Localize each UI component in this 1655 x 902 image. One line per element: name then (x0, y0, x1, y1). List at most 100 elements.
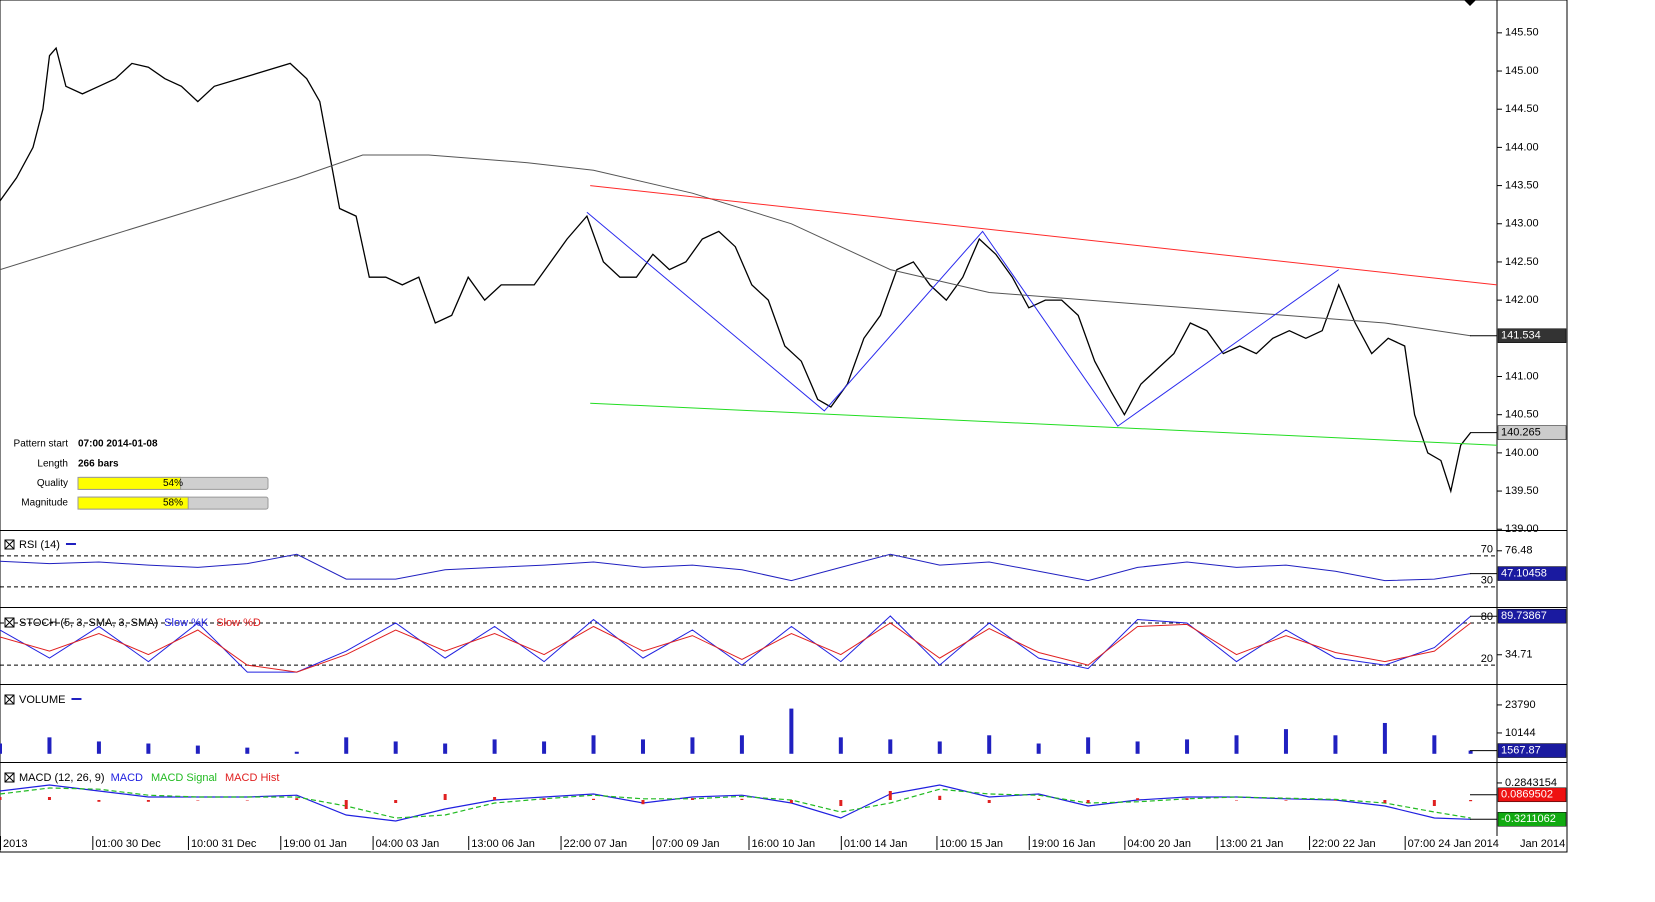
y-tick-label: 143.00 (1505, 218, 1539, 230)
hist-bar (839, 800, 843, 806)
y-tick-label: 10144 (1505, 727, 1536, 739)
x-tick-label: 04:00 20 Jan (1127, 838, 1191, 850)
hist-bar (1185, 798, 1189, 800)
x-tick-label: 2013 (3, 838, 27, 850)
level-label: 20 (1481, 653, 1493, 665)
hist-bar (542, 798, 546, 800)
x-tick-label: 16:00 10 Jan (752, 838, 816, 850)
y-tick-label: 144.00 (1505, 141, 1539, 153)
value-tag (1497, 743, 1567, 758)
panel-checkbox-x (4, 772, 15, 783)
value-tag-label: 89.73867 (1501, 610, 1547, 622)
series-line (0, 787, 1471, 819)
volume-bar (987, 735, 992, 754)
volume-bar (146, 743, 151, 754)
info-bar-label: 54% (163, 478, 183, 489)
panel-checkbox-x (4, 694, 15, 705)
level-label: 80 (1481, 611, 1493, 623)
legend-entry: Slow %D (216, 617, 261, 629)
hist-bar (938, 795, 942, 800)
hist-bar (1086, 800, 1090, 803)
x-tick-label: 01:00 30 Dec (95, 838, 161, 850)
y-tick-label: 23790 (1505, 699, 1536, 711)
value-tag (1497, 425, 1567, 440)
info-value: 266 bars (78, 458, 119, 469)
frame (0, 0, 1568, 853)
hist-bar (0, 797, 2, 800)
y-tick-label: 0.2843154 (1505, 777, 1557, 789)
volume-bar (888, 739, 893, 754)
hist-bar (987, 800, 991, 803)
series-line (0, 615, 1471, 673)
info-value: 07:00 2014-01-08 (78, 439, 158, 450)
volume-bar (1135, 741, 1140, 754)
y-tick-label: 76.48 (1505, 545, 1533, 557)
volume-bar (1432, 735, 1437, 754)
y-tick-label: 144.50 (1505, 103, 1539, 115)
volume-bar (294, 751, 299, 754)
panel-title: STOCH (5, 3, SMA, 3, SMA) (19, 617, 158, 629)
hist-bar (47, 797, 51, 800)
volume-bar (47, 737, 52, 754)
x-tick-label: 04:00 03 Jan (376, 838, 440, 850)
y-tick-label: 145.00 (1505, 65, 1539, 77)
value-tag (1497, 787, 1567, 803)
panel-checkbox-x (4, 617, 15, 628)
info-label: Magnitude (21, 498, 68, 509)
x-tick-label: 13:00 21 Jan (1220, 838, 1284, 850)
value-tag (1497, 566, 1567, 581)
hist-bar (493, 797, 497, 800)
series-line (0, 46, 1472, 494)
series-line (590, 402, 1498, 446)
y-tick-label: 34.71 (1505, 649, 1533, 661)
hist-bar (1333, 800, 1337, 801)
value-tag (1497, 608, 1567, 624)
x-tick-label: 19:00 01 Jan (283, 838, 347, 850)
series-line (0, 154, 1471, 337)
volume-bar (789, 708, 794, 754)
hist-bar (1432, 800, 1436, 806)
info-label: Length (37, 458, 68, 469)
x-corner-label: Jan 2014 (1520, 838, 1565, 850)
x-tick-label: 07:00 24 Jan 2014 (1408, 838, 1499, 850)
x-tick-label: 13:00 06 Jan (471, 838, 535, 850)
panel-title: VOLUME (19, 694, 65, 706)
x-tick-label: 10:00 15 Jan (939, 838, 1003, 850)
hist-bar (641, 800, 645, 805)
hist-bar (789, 800, 793, 803)
value-tag-label: 0.0869502 (1501, 789, 1553, 801)
y-tick-label: 142.00 (1505, 294, 1539, 306)
volume-bar (1234, 735, 1239, 754)
value-tag-label: 1567.87 (1501, 744, 1541, 756)
hist-bar (1235, 800, 1239, 801)
volume-bar (1382, 722, 1387, 754)
hist-bar (1469, 800, 1473, 802)
x-tick-label: 22:00 07 Jan (564, 838, 628, 850)
hist-bar (1136, 798, 1140, 800)
y-tick-label: 140.00 (1505, 447, 1539, 459)
hist-bar (97, 800, 101, 802)
panel-checkbox-x (4, 539, 15, 550)
hist-bar (1284, 800, 1288, 801)
volume-bar (1468, 750, 1473, 754)
y-tick-label: 145.50 (1505, 27, 1539, 39)
x-tick-label: 01:00 14 Jan (844, 838, 908, 850)
volume-bar (1333, 735, 1338, 754)
info-bar (77, 496, 189, 510)
y-tick-label: 140.50 (1505, 409, 1539, 421)
value-tag (1497, 812, 1567, 827)
series-line (586, 211, 1339, 427)
volume-bar (195, 745, 200, 754)
y-tick-label: 142.50 (1505, 256, 1539, 268)
hist-bar (1383, 800, 1387, 803)
level-label: 30 (1481, 575, 1493, 587)
volume-bar (1283, 729, 1288, 754)
x-tick-label: 22:00 22 Jan (1312, 838, 1376, 850)
scroll-marker[interactable] (1464, 0, 1476, 6)
volume-bar (492, 739, 497, 754)
hist-bar (592, 798, 596, 800)
volume-bar (1036, 743, 1041, 754)
hist-bar (146, 800, 150, 802)
value-tag-label: 140.265 (1501, 427, 1541, 439)
level-label: 70 (1481, 544, 1493, 556)
